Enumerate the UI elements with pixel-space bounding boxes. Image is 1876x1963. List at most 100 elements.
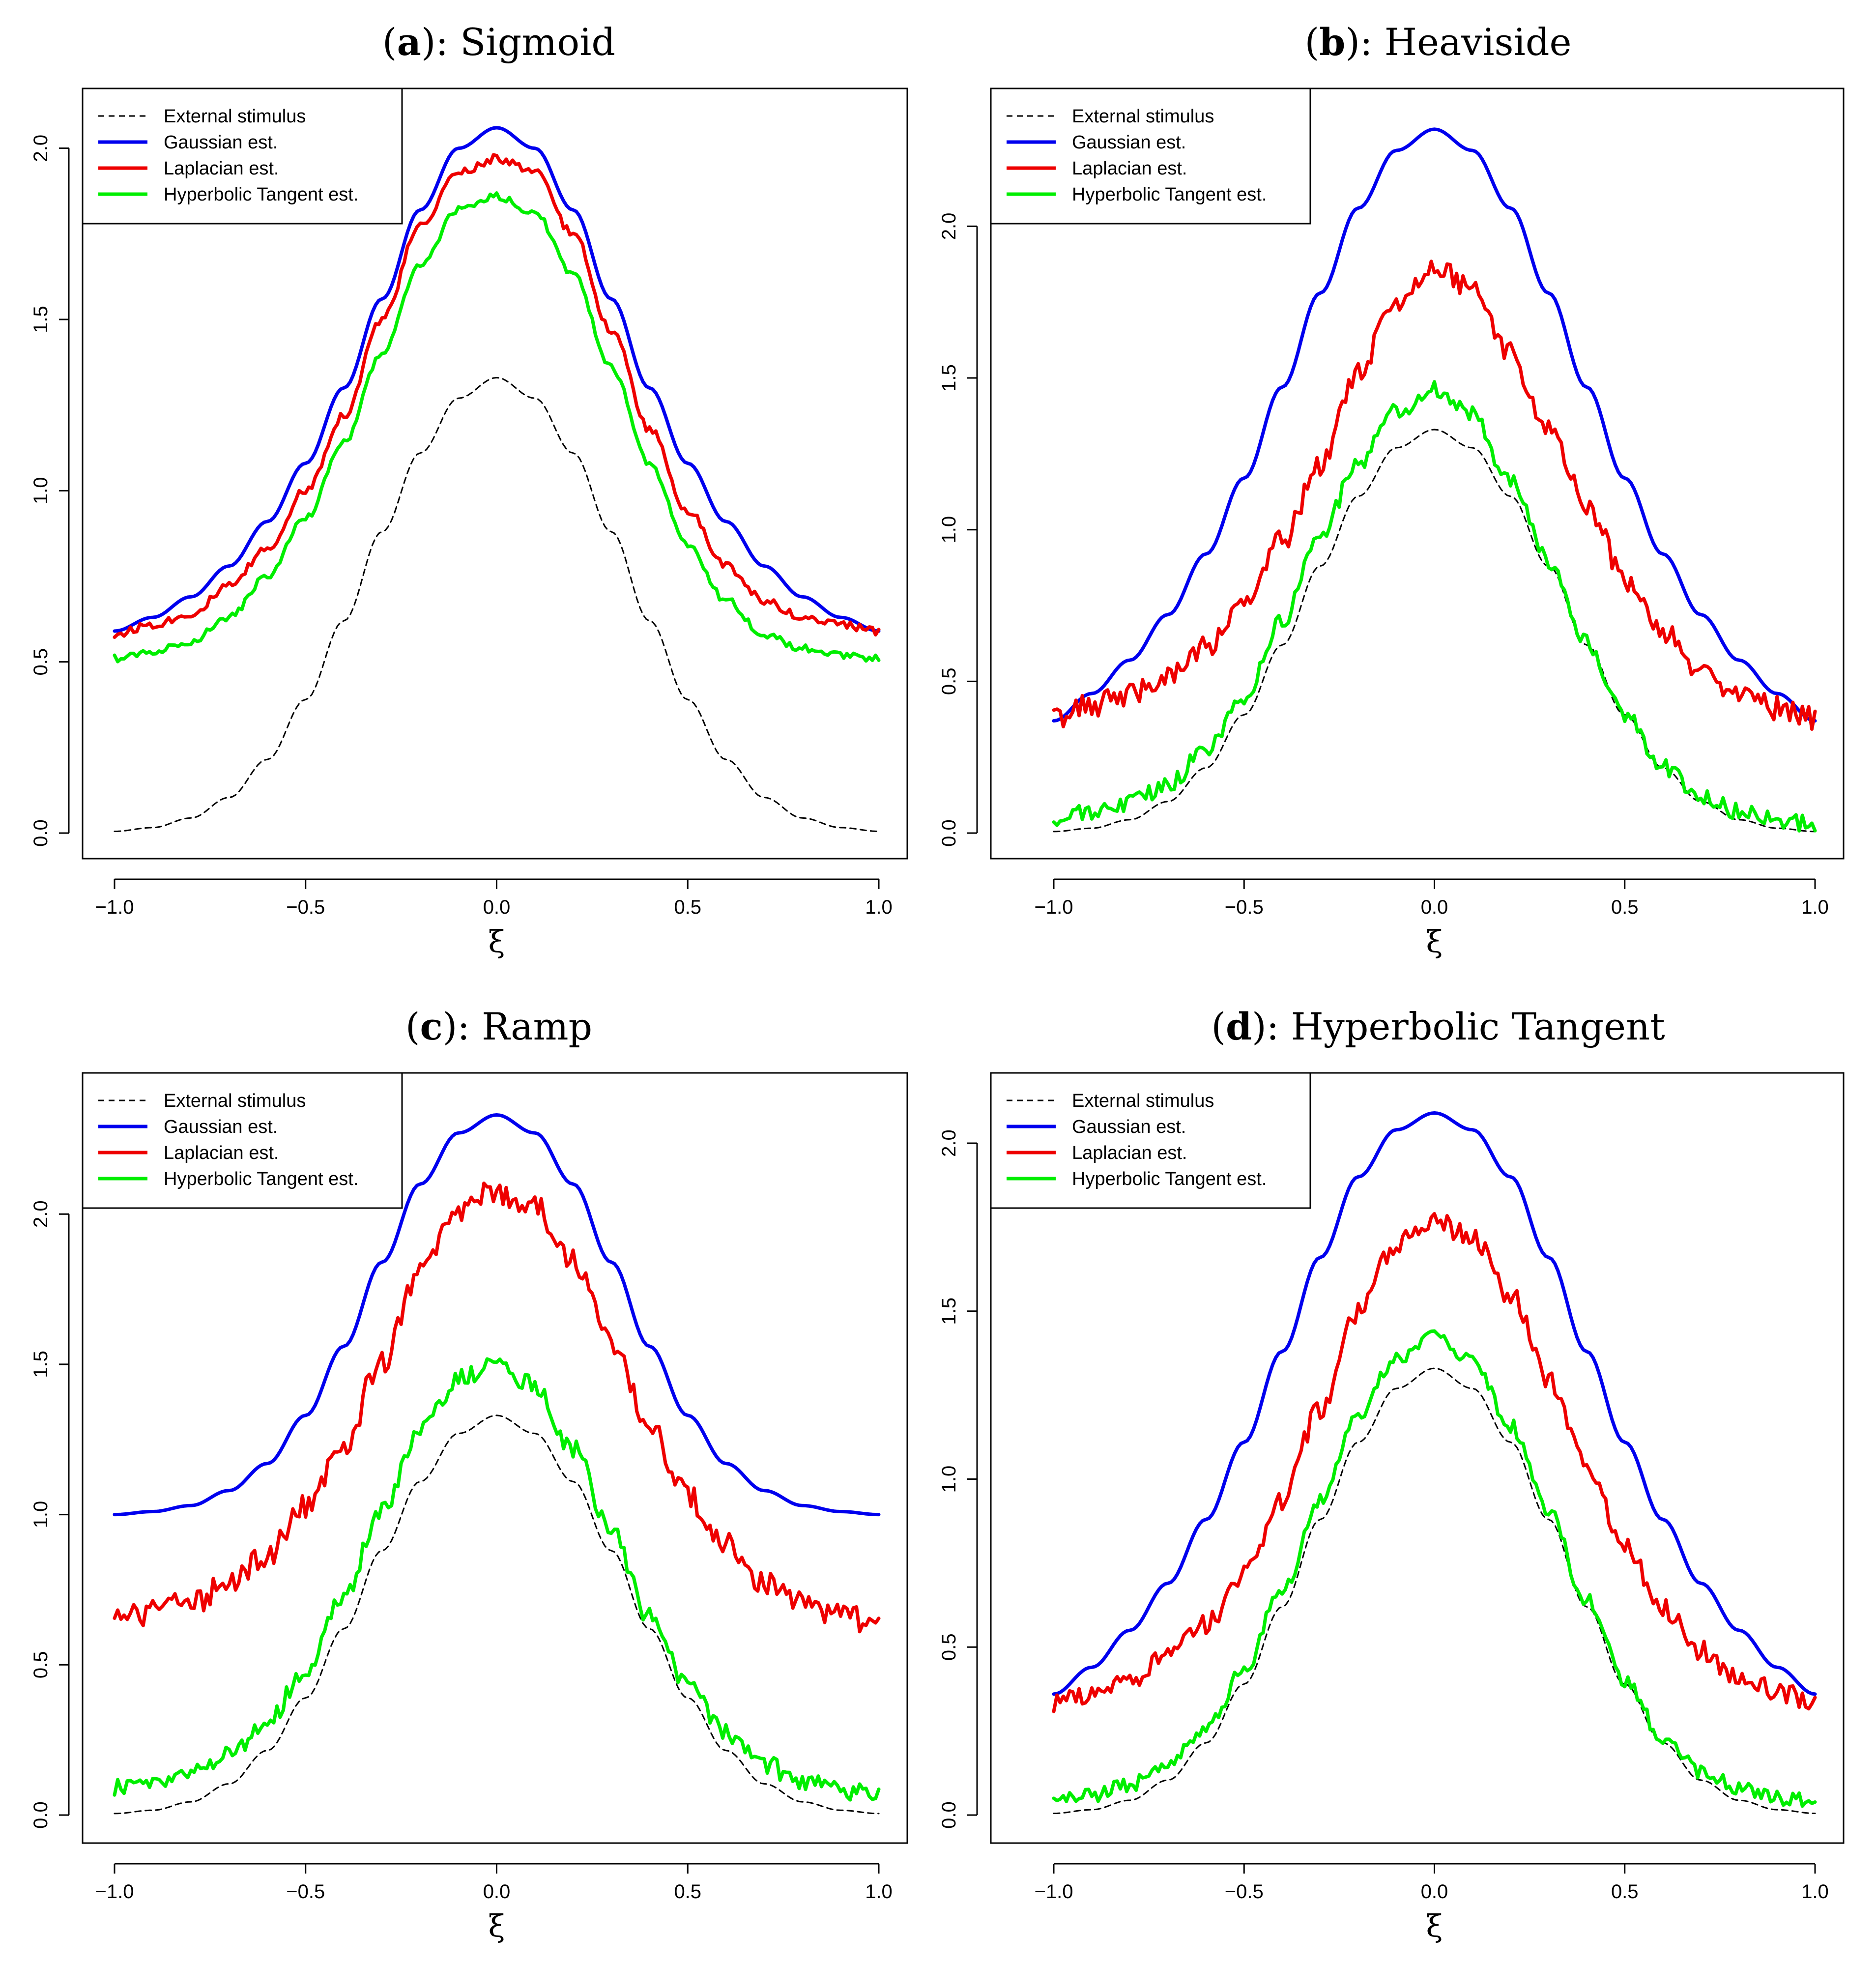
panel-a-letter: a (397, 20, 421, 64)
panel-b-series-hyperbolic-tangent-est (1052, 380, 1817, 833)
panel-b-axes: −1.0 −0.5 0.0 0.5 1.0 0.0 0.5 1.0 1.5 2.0 (938, 87, 1845, 918)
panel-d-xtick-label: 0.5 (1611, 1881, 1639, 1903)
panel-c: (c): Ramp −1.0 −0.5 0.0 0.5 1.0 0.0 0.5 1.0 1.5 2… (30, 1005, 908, 1944)
panel-a-legend: External stimulus Gaussian est. Laplacian … (82, 87, 403, 225)
panel-d-legend-label-hyperbolic-tangent-est: Hyperbolic Tangent est. (1072, 1169, 1267, 1189)
panel-a-legend-box (82, 87, 403, 225)
panel-b-legend-label-hyperbolic-tangent-est: Hyperbolic Tangent est. (1072, 184, 1267, 205)
panel-c-title: (c): Ramp (405, 1005, 592, 1048)
panel-c-xtick-label: −1.0 (95, 1881, 134, 1903)
panel-c-legend-box (82, 1072, 403, 1209)
panel-d-letter: d (1226, 1005, 1252, 1048)
panel-d-frame (990, 1072, 1845, 1844)
panel-c-xtick-label: 0.5 (674, 1881, 701, 1903)
panel-a-axes: −1.0 −0.5 0.0 0.5 1.0 0.0 0.5 1.0 1.5 2.0 (30, 87, 908, 918)
panel-c-axes: −1.0 −0.5 0.0 0.5 1.0 0.0 0.5 1.0 1.5 2.0 (30, 1072, 908, 1903)
panel-b-legend: External stimulus Gaussian est. Laplacian … (990, 87, 1311, 225)
panel-c-legend-label-gaussian-est: Gaussian est. (164, 1117, 278, 1137)
panel-d-title-text: Hyperbolic Tangent (1291, 1005, 1665, 1048)
panel-b-title: (b): Heaviside (1305, 20, 1572, 64)
panel-a-series-hyperbolic-tangent-est (113, 191, 881, 664)
panel-a-title: (a): Sigmoid (382, 20, 615, 64)
panel-d-ytick-label: 0.5 (938, 1633, 960, 1661)
panel-c-legend: External stimulus Gaussian est. Laplacian … (82, 1072, 403, 1209)
panel-c-ytick-label: 1.0 (30, 1501, 52, 1529)
panel-b-ytick-label: 1.0 (938, 516, 960, 544)
panel-c-xtick-label: 1.0 (865, 1881, 893, 1903)
panel-a: (a): Sigmoid −1.0 −0.5 0.0 0.5 1.0 0.0 0.5 1.0 1… (30, 20, 908, 959)
panel-c-ytick-label: 0.5 (30, 1651, 52, 1678)
panel-b: (b): Heaviside −1.0 −0.5 0.0 0.5 1.0 0.0 0.5 1.… (938, 20, 1845, 959)
panel-b-series (1052, 127, 1817, 833)
panel-c-series-external-stimulus (114, 1415, 880, 1815)
panel-d-ytick-label: 0.0 (938, 1801, 960, 1829)
panel-d-xtick-label: 1.0 (1801, 1881, 1829, 1903)
panel-b-title-text: Heaviside (1385, 20, 1572, 64)
panel-a-xtick-label: −0.5 (286, 896, 325, 918)
panel-d-ytick-label: 1.5 (938, 1298, 960, 1325)
panel-b-series-gaussian-est (1052, 127, 1817, 723)
panel-a-series (113, 126, 881, 832)
panel-c-xtick-label: −0.5 (286, 1881, 325, 1903)
panel-b-ytick-label: 0.5 (938, 668, 960, 695)
panel-c-legend-label-laplacian-est: Laplacian est. (164, 1143, 279, 1163)
panel-b-legend-label-gaussian-est: Gaussian est. (1072, 132, 1186, 153)
panel-a-legend-label-external-stimulus: External stimulus (164, 106, 306, 127)
panel-a-ytick-label: 0.5 (30, 648, 52, 676)
panel-b-letter: b (1319, 20, 1345, 64)
panel-a-xtick-label: 0.0 (483, 896, 511, 918)
panel-a-series-external-stimulus (114, 376, 880, 832)
panel-b-xtick-label: −1.0 (1035, 896, 1073, 918)
panel-d-xtick-label: 0.0 (1421, 1881, 1448, 1903)
panel-a-xlabel: ξ (488, 924, 505, 959)
panel-a-ytick-label: 1.0 (30, 477, 52, 505)
panel-a-legend-label-laplacian-est: Laplacian est. (164, 158, 279, 179)
panel-b-xlabel: ξ (1426, 924, 1443, 959)
panel-c-series-gaussian-est (113, 1113, 881, 1517)
panel-d-legend-box (990, 1072, 1311, 1209)
panel-d-legend-label-gaussian-est: Gaussian est. (1072, 1117, 1186, 1137)
panel-d-series (1052, 1111, 1817, 1815)
panel-b-legend-label-laplacian-est: Laplacian est. (1072, 158, 1187, 179)
panel-a-ytick-label: 2.0 (30, 135, 52, 162)
panel-a-xtick-label: −1.0 (95, 896, 134, 918)
panel-d-series-external-stimulus (1053, 1367, 1816, 1815)
panel-d-title: (d): Hyperbolic Tangent (1211, 1005, 1665, 1048)
panel-b-xtick-label: 1.0 (1801, 896, 1829, 918)
panel-d-legend-label-external-stimulus: External stimulus (1072, 1091, 1214, 1111)
panel-b-legend-label-external-stimulus: External stimulus (1072, 106, 1214, 127)
panel-a-legend-label-hyperbolic-tangent-est: Hyperbolic Tangent est. (164, 184, 358, 205)
panel-c-letter: c (420, 1005, 442, 1048)
panel-d: (d): Hyperbolic Tangent −1.0 −0.5 0.0 0.5 1.… (938, 1005, 1845, 1944)
panel-c-frame (82, 1072, 908, 1844)
panel-b-series-laplacian-est (1052, 260, 1817, 731)
panel-d-series-hyperbolic-tangent-est (1052, 1329, 1817, 1808)
panel-d-legend: External stimulus Gaussian est. Laplacian … (990, 1072, 1311, 1209)
panel-a-legend-label-gaussian-est: Gaussian est. (164, 132, 278, 153)
panel-c-series-hyperbolic-tangent-est (113, 1357, 881, 1802)
panel-a-series-gaussian-est (113, 126, 881, 633)
panel-b-legend-box (990, 87, 1311, 225)
panel-d-ytick-label: 1.0 (938, 1466, 960, 1493)
panel-d-legend-label-laplacian-est: Laplacian est. (1072, 1143, 1187, 1163)
panel-a-series-laplacian-est (113, 153, 881, 639)
panel-b-xtick-label: 0.0 (1421, 896, 1448, 918)
panel-b-ytick-label: 2.0 (938, 213, 960, 240)
panel-c-legend-label-hyperbolic-tangent-est: Hyperbolic Tangent est. (164, 1169, 358, 1189)
panel-c-ytick-label: 2.0 (30, 1200, 52, 1228)
panel-a-ytick-label: 1.5 (30, 306, 52, 333)
panel-a-ytick-label: 0.0 (30, 819, 52, 847)
panel-d-axes: −1.0 −0.5 0.0 0.5 1.0 0.0 0.5 1.0 1.5 2.0 (938, 1072, 1845, 1903)
panel-b-xtick-label: −0.5 (1225, 896, 1264, 918)
panel-d-ytick-label: 2.0 (938, 1129, 960, 1157)
panel-c-ytick-label: 1.5 (30, 1351, 52, 1378)
panel-b-ytick-label: 1.5 (938, 364, 960, 392)
panel-b-xtick-label: 0.5 (1611, 896, 1639, 918)
panel-d-xtick-label: −0.5 (1225, 1881, 1264, 1903)
panel-a-xtick-label: 1.0 (865, 896, 893, 918)
panel-d-series-gaussian-est (1052, 1111, 1817, 1696)
panel-c-series (113, 1113, 881, 1815)
panel-d-series-laplacian-est (1052, 1212, 1817, 1713)
